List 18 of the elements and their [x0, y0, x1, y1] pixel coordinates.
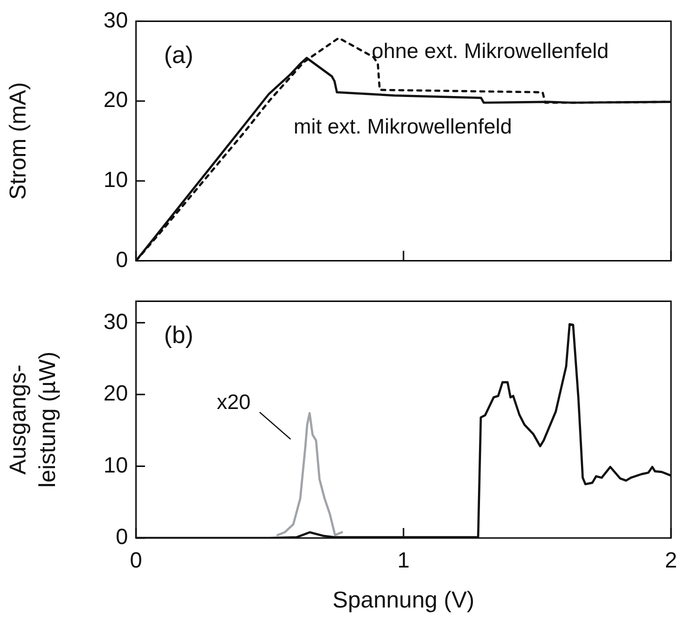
x-axis-title: Spannung (V) — [332, 586, 474, 613]
y-axis-title: Ausgangs- leistung (µW) — [4, 352, 60, 488]
y-tick-label: 30 — [104, 308, 128, 334]
y-tick-label: 0 — [116, 246, 128, 272]
x-tick-label: 2 — [664, 547, 678, 572]
y-tick-label: 0 — [116, 524, 128, 550]
annotation: (b) — [164, 322, 194, 349]
y-axis-title: Strom (mA) — [4, 82, 30, 200]
text: x20 — [216, 390, 251, 414]
y-tick-label: 10 — [104, 166, 128, 192]
x-tick-label: 1 — [397, 547, 410, 572]
series-label: ohne ext. Mikrowellenfeld — [372, 40, 609, 63]
annotation: (a) — [164, 42, 194, 69]
series-label: mit ext. Mikrowellenfeld — [294, 116, 512, 139]
y-tick-label: 20 — [104, 380, 128, 406]
y-tick-label: 10 — [104, 452, 128, 478]
y-tick-label: 20 — [104, 87, 128, 112]
y-tick-label: 30 — [104, 7, 128, 32]
